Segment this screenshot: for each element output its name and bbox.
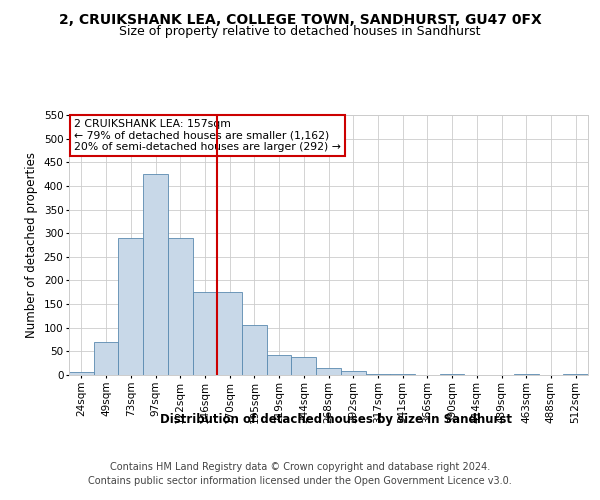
Bar bbox=[168, 238, 193, 375]
Text: Contains HM Land Registry data © Crown copyright and database right 2024.: Contains HM Land Registry data © Crown c… bbox=[110, 462, 490, 472]
Bar bbox=[365, 374, 390, 375]
Bar bbox=[118, 238, 143, 375]
Bar bbox=[143, 174, 168, 375]
Bar bbox=[440, 374, 464, 375]
Bar bbox=[316, 368, 341, 375]
Bar bbox=[242, 326, 267, 375]
Text: Distribution of detached houses by size in Sandhurst: Distribution of detached houses by size … bbox=[160, 412, 512, 426]
Text: 2 CRUIKSHANK LEA: 157sqm
← 79% of detached houses are smaller (1,162)
20% of sem: 2 CRUIKSHANK LEA: 157sqm ← 79% of detach… bbox=[74, 119, 341, 152]
Bar bbox=[390, 374, 415, 375]
Bar bbox=[341, 371, 365, 375]
Text: Size of property relative to detached houses in Sandhurst: Size of property relative to detached ho… bbox=[119, 25, 481, 38]
Bar bbox=[514, 374, 539, 375]
Text: 2, CRUIKSHANK LEA, COLLEGE TOWN, SANDHURST, GU47 0FX: 2, CRUIKSHANK LEA, COLLEGE TOWN, SANDHUR… bbox=[59, 12, 541, 26]
Bar bbox=[193, 292, 217, 375]
Bar bbox=[69, 372, 94, 375]
Bar bbox=[292, 357, 316, 375]
Text: Contains public sector information licensed under the Open Government Licence v3: Contains public sector information licen… bbox=[88, 476, 512, 486]
Bar bbox=[217, 292, 242, 375]
Bar bbox=[563, 374, 588, 375]
Bar bbox=[267, 354, 292, 375]
Y-axis label: Number of detached properties: Number of detached properties bbox=[25, 152, 38, 338]
Bar bbox=[94, 342, 118, 375]
